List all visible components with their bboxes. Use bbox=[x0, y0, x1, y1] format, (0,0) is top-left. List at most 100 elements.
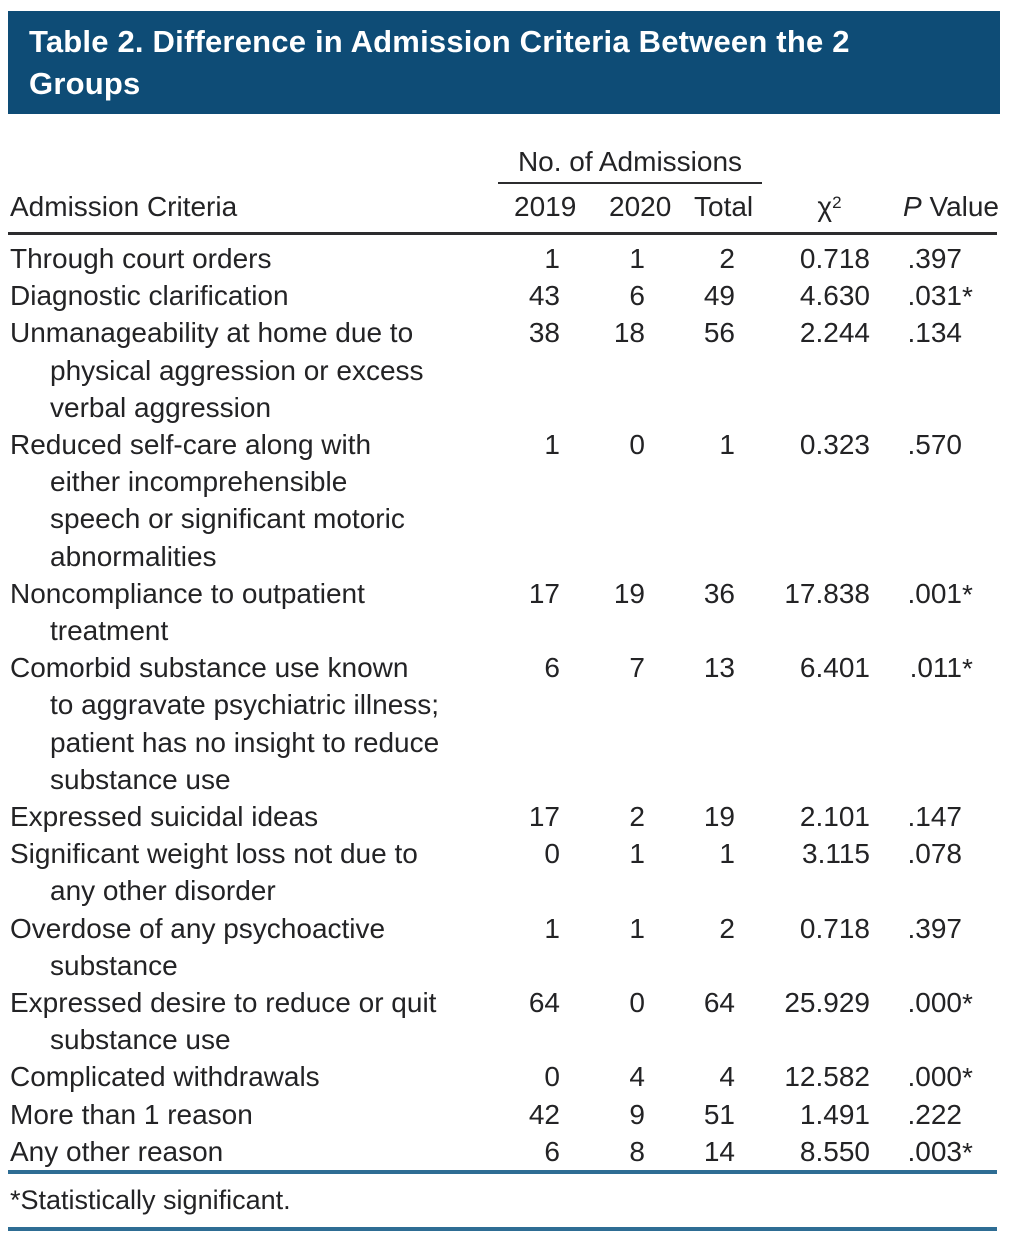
p-value-number: .397 bbox=[907, 243, 963, 274]
count-2020-cell: 19 bbox=[613, 577, 645, 609]
table-row: Reduced self-care along with either inco… bbox=[8, 426, 997, 575]
significance-asterisk: * bbox=[962, 1062, 973, 1094]
chi-square-cell: 12.582 bbox=[784, 1061, 870, 1093]
column-header-row: Admission Criteria 2019 2020 Total χ2 P … bbox=[8, 184, 1000, 235]
group-header-spacer bbox=[875, 130, 997, 184]
table-title-bar: Table 2. Difference in Admission Criteri… bbox=[8, 11, 1000, 114]
p-symbol: P bbox=[903, 191, 922, 222]
criteria-cell: Noncompliance to outpatient treatment bbox=[10, 577, 365, 647]
p-value-cell: .134 bbox=[875, 314, 997, 426]
table-row: Expressed desire to reduce or quit subst… bbox=[8, 984, 997, 1058]
criteria-cell: Any other reason bbox=[10, 1135, 224, 1167]
group-header-spacer bbox=[740, 130, 875, 184]
significance-asterisk: * bbox=[962, 281, 973, 313]
count-2019-cell: 38 bbox=[528, 317, 560, 349]
criteria-cell: More than 1 reason bbox=[10, 1098, 253, 1130]
count-2020-cell: 8 bbox=[629, 1135, 645, 1167]
chi-square-cell: 17.838 bbox=[784, 577, 870, 609]
p-value-cell: .011 * bbox=[875, 649, 997, 798]
p-value-word: Value bbox=[921, 191, 1000, 222]
table-row: Significant weight loss not due to any o… bbox=[8, 835, 997, 909]
count-total-cell: 13 bbox=[703, 652, 735, 684]
table-row: Overdose of any psychoactive substance 1… bbox=[8, 910, 997, 984]
column-header-p-value: P Value bbox=[875, 184, 1000, 235]
p-value-number: .011 bbox=[909, 652, 962, 684]
criteria-cell: Expressed desire to reduce or quit subst… bbox=[10, 987, 437, 1056]
criteria-cell: Comorbid substance use known to aggravat… bbox=[10, 652, 440, 795]
p-value-cell: .003 * bbox=[875, 1133, 997, 1170]
count-2019-cell: 17 bbox=[528, 577, 560, 609]
p-value-cell: .147 bbox=[875, 798, 997, 835]
criteria-cell: Expressed suicidal ideas bbox=[10, 801, 319, 833]
footnote-top-rule bbox=[8, 1170, 997, 1175]
criteria-cell: Through court orders bbox=[10, 243, 272, 274]
p-value-number: .003 bbox=[907, 1135, 963, 1167]
count-2020-cell: 18 bbox=[613, 317, 645, 349]
criteria-cell: Significant weight loss not due to any o… bbox=[10, 838, 418, 907]
chi-square-cell: 0.323 bbox=[799, 429, 870, 461]
chi-square-cell: 2.244 bbox=[799, 317, 870, 349]
count-total-cell: 36 bbox=[703, 577, 735, 609]
table-row: Through court orders 1 1 2 0.718 .397 bbox=[8, 234, 997, 278]
count-2020-cell: 1 bbox=[629, 838, 645, 870]
table-title: Table 2. Difference in Admission Criteri… bbox=[29, 24, 850, 101]
count-2019-cell: 6 bbox=[544, 1135, 560, 1167]
count-2019-cell: 43 bbox=[528, 280, 560, 312]
p-value-cell: .397 bbox=[875, 910, 997, 984]
criteria-cell: Complicated withdrawals bbox=[10, 1061, 320, 1093]
count-total-cell: 2 bbox=[719, 243, 735, 274]
count-2019-cell: 0 bbox=[544, 1061, 560, 1093]
chi-square-cell: 2.101 bbox=[799, 801, 870, 833]
table-row: Diagnostic clarification 43 6 49 4.630 .… bbox=[8, 277, 997, 314]
p-value-number: .031 bbox=[907, 280, 963, 312]
chi-square-cell: 0.718 bbox=[799, 243, 870, 274]
admissions-table: No. of Admissions Admission Criteria 201… bbox=[8, 130, 1000, 1170]
p-value-cell: .570 bbox=[875, 426, 997, 575]
p-value-cell: .078 bbox=[875, 835, 997, 909]
chi-square-cell: 1.491 bbox=[799, 1098, 870, 1130]
table-body-area: No. of Admissions Admission Criteria 201… bbox=[8, 130, 1000, 1232]
table-row: Complicated withdrawals 0 4 4 12.582 .00… bbox=[8, 1058, 997, 1095]
count-total-cell: 56 bbox=[703, 317, 735, 349]
significance-asterisk: * bbox=[962, 653, 973, 685]
criteria-cell: Reduced self-care along with either inco… bbox=[10, 429, 405, 572]
column-header-chi-square: χ2 bbox=[740, 184, 875, 235]
chi-square-cell: 4.630 bbox=[799, 280, 870, 312]
group-header-spacer bbox=[8, 130, 470, 184]
chi-square-cell: 8.550 bbox=[799, 1135, 870, 1167]
table-row: Noncompliance to outpatient treatment 17… bbox=[8, 575, 997, 649]
p-value-cell: .222 bbox=[875, 1096, 997, 1133]
count-total-cell: 51 bbox=[703, 1098, 735, 1130]
table-row: Any other reason 6 8 14 8.550 .003 * bbox=[8, 1133, 997, 1170]
chi-square-cell: 25.929 bbox=[784, 987, 870, 1019]
p-value-number: .570 bbox=[907, 429, 963, 461]
count-2019-cell: 1 bbox=[544, 243, 560, 274]
group-header-row: No. of Admissions bbox=[8, 130, 997, 184]
count-total-cell: 64 bbox=[703, 987, 735, 1019]
significance-asterisk: * bbox=[962, 988, 973, 1020]
table-row: More than 1 reason 42 9 51 1.491 .222 bbox=[8, 1096, 997, 1133]
chi-square-cell: 3.115 bbox=[802, 838, 870, 870]
table-row: Comorbid substance use known to aggravat… bbox=[8, 649, 997, 798]
count-2019-cell: 6 bbox=[544, 652, 560, 684]
p-value-number: .001 bbox=[907, 577, 963, 609]
count-2019-cell: 17 bbox=[528, 801, 560, 833]
count-2019-cell: 1 bbox=[544, 912, 560, 944]
count-2020-cell: 0 bbox=[629, 429, 645, 461]
p-value-cell: .000 * bbox=[875, 1058, 997, 1095]
chi-square-cell: 0.718 bbox=[799, 912, 870, 944]
table-bottom-rule bbox=[8, 1227, 997, 1232]
count-2020-cell: 1 bbox=[629, 912, 645, 944]
p-value-number: .000 bbox=[907, 987, 963, 1019]
count-2020-cell: 1 bbox=[629, 243, 645, 274]
group-header-label: No. of Admissions bbox=[498, 146, 762, 184]
count-2019-cell: 1 bbox=[544, 429, 560, 461]
chi-symbol: χ bbox=[817, 191, 833, 222]
count-total-cell: 19 bbox=[703, 801, 735, 833]
count-2019-cell: 64 bbox=[528, 987, 560, 1019]
count-2020-cell: 7 bbox=[629, 652, 645, 684]
count-total-cell: 14 bbox=[703, 1135, 735, 1167]
criteria-cell: Unmanageability at home due to physical … bbox=[10, 317, 424, 423]
p-value-cell: .000 * bbox=[875, 984, 997, 1058]
p-value-cell: .397 bbox=[875, 234, 997, 278]
